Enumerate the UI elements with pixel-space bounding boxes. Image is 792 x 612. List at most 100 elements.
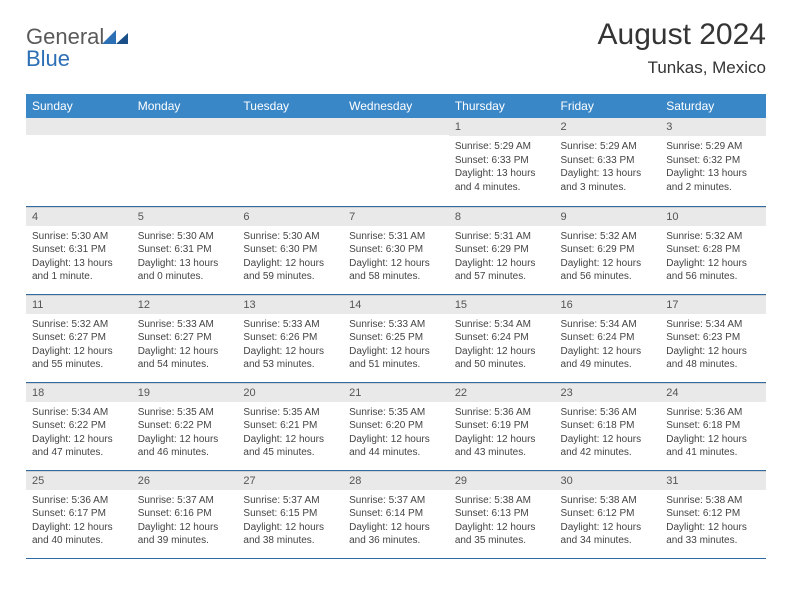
day-cell: 23Sunrise: 5:36 AMSunset: 6:18 PMDayligh… [555,382,661,470]
day-number: 9 [555,207,661,226]
sunset-text: Sunset: 6:19 PM [455,420,529,431]
daylight-text: Daylight: 12 hours and 51 minutes. [349,346,430,371]
sunrise-text: Sunrise: 5:30 AM [243,231,319,242]
sunset-text: Sunset: 6:23 PM [666,332,740,343]
day-number: 10 [660,207,766,226]
daylight-text: Daylight: 12 hours and 56 minutes. [666,258,747,283]
day-cell: 9Sunrise: 5:32 AMSunset: 6:29 PMDaylight… [555,206,661,294]
day-number: 22 [449,383,555,402]
sunrise-text: Sunrise: 5:32 AM [32,319,108,330]
sunset-text: Sunset: 6:22 PM [138,420,212,431]
daylight-text: Daylight: 12 hours and 49 minutes. [561,346,642,371]
day-cell: 26Sunrise: 5:37 AMSunset: 6:16 PMDayligh… [132,470,238,558]
day-number: 19 [132,383,238,402]
title-block: August 2024 Tunkas, Mexico [598,18,766,78]
daylight-text: Daylight: 12 hours and 47 minutes. [32,434,113,459]
day-number: 3 [660,118,766,136]
day-number [343,118,449,135]
sunrise-text: Sunrise: 5:30 AM [32,231,108,242]
day-details: Sunrise: 5:30 AMSunset: 6:31 PMDaylight:… [26,226,132,290]
day-details: Sunrise: 5:35 AMSunset: 6:22 PMDaylight:… [132,402,238,466]
day-number: 5 [132,207,238,226]
day-details: Sunrise: 5:36 AMSunset: 6:18 PMDaylight:… [555,402,661,466]
day-cell: 21Sunrise: 5:35 AMSunset: 6:20 PMDayligh… [343,382,449,470]
day-number: 8 [449,207,555,226]
dow-row: SundayMondayTuesdayWednesdayThursdayFrid… [26,94,766,118]
day-cell: 10 Sunrise: 5:32 AM Sunset: 6:28 PM Dayligh… [660,206,766,294]
day-details: Sunrise: 5:34 AMSunset: 6:24 PMDaylight:… [555,314,661,378]
day-number [26,118,132,135]
sunrise-text: Sunrise: 5:30 AM [138,231,214,242]
day-details: Sunrise: 5:34 AMSunset: 6:24 PMDaylight:… [449,314,555,378]
sunrise-text: Sunrise: 5:29 AM [666,141,742,152]
sunrise-text: Sunrise: 5:38 AM [666,495,742,506]
day-cell: 5Sunrise: 5:30 AMSunset: 6:31 PMDaylight… [132,206,238,294]
sunset-text: Sunset: 6:27 PM [32,332,106,343]
day-number: 15 [449,295,555,314]
sunset-text: Sunset: 6:28 PM [666,244,740,255]
day-number: 11 [26,295,132,314]
brand-blue: Blue [26,46,70,71]
sunrise-text: Sunrise: 5:37 AM [349,495,425,506]
calendar-body: 1 Sunrise: 5:29 AM Sunset: 6:33 PM Daylight… [26,118,766,558]
day-number: 30 [555,471,661,490]
calendar-row: 4 Sunrise: 5:30 AM Sunset: 6:31 PM Daylight… [26,206,766,294]
daylight-text: Daylight: 13 hours and 2 minutes. [666,168,747,193]
daylight-text: Daylight: 12 hours and 53 minutes. [243,346,324,371]
calendar-row: 11 Sunrise: 5:32 AM Sunset: 6:27 PM Dayligh… [26,294,766,382]
sunrise-text: Sunrise: 5:34 AM [455,319,531,330]
sunrise-text: Sunrise: 5:31 AM [349,231,425,242]
day-details: Sunrise: 5:34 AMSunset: 6:22 PMDaylight:… [26,402,132,466]
empty-cell [132,118,238,206]
sunrise-text: Sunrise: 5:35 AM [138,407,214,418]
location-label: Tunkas, Mexico [598,58,766,78]
daylight-text: Daylight: 12 hours and 42 minutes. [561,434,642,459]
sunrise-text: Sunrise: 5:37 AM [138,495,214,506]
day-number: 7 [343,207,449,226]
day-details: Sunrise: 5:32 AMSunset: 6:27 PMDaylight:… [26,314,132,378]
sunset-text: Sunset: 6:31 PM [32,244,106,255]
header: General Blue August 2024 Tunkas, Mexico [26,18,766,78]
daylight-text: Daylight: 12 hours and 57 minutes. [455,258,536,283]
sunrise-text: Sunrise: 5:38 AM [561,495,637,506]
sunrise-text: Sunrise: 5:32 AM [561,231,637,242]
sunrise-text: Sunrise: 5:35 AM [349,407,425,418]
sunset-text: Sunset: 6:17 PM [32,508,106,519]
daylight-text: Daylight: 12 hours and 45 minutes. [243,434,324,459]
day-details: Sunrise: 5:36 AMSunset: 6:17 PMDaylight:… [26,490,132,554]
daylight-text: Daylight: 12 hours and 39 minutes. [138,522,219,547]
day-cell: 11Sunrise: 5:32 AMSunset: 6:27 PMDayligh… [26,294,132,382]
sunrise-text: Sunrise: 5:37 AM [243,495,319,506]
day-details: Sunrise: 5:37 AMSunset: 6:15 PMDaylight:… [237,490,343,554]
day-number: 18 [26,383,132,402]
sunset-text: Sunset: 6:21 PM [243,420,317,431]
day-number: 27 [237,471,343,490]
day-cell: 18Sunrise: 5:34 AMSunset: 6:22 PMDayligh… [26,382,132,470]
daylight-text: Daylight: 12 hours and 58 minutes. [349,258,430,283]
sunrise-text: Sunrise: 5:33 AM [349,319,425,330]
day-details: Sunrise: 5:37 AMSunset: 6:14 PMDaylight:… [343,490,449,554]
day-number: 1 [449,118,555,136]
day-cell: 1Sunrise: 5:29 AMSunset: 6:33 PMDaylight… [449,118,555,206]
daylight-text: Daylight: 12 hours and 43 minutes. [455,434,536,459]
calendar-row: 1 Sunrise: 5:29 AM Sunset: 6:33 PM Daylight… [26,118,766,206]
day-cell: 13Sunrise: 5:33 AMSunset: 6:26 PMDayligh… [237,294,343,382]
day-cell: 30Sunrise: 5:38 AMSunset: 6:12 PMDayligh… [555,470,661,558]
sunset-text: Sunset: 6:24 PM [455,332,529,343]
calendar-head: SundayMondayTuesdayWednesdayThursdayFrid… [26,94,766,118]
calendar-page: General Blue August 2024 Tunkas, Mexico … [0,0,792,559]
sunrise-text: Sunrise: 5:32 AM [666,231,742,242]
day-details: Sunrise: 5:31 AMSunset: 6:30 PMDaylight:… [343,226,449,290]
day-number: 4 [26,207,132,226]
day-details: Sunrise: 5:36 AMSunset: 6:19 PMDaylight:… [449,402,555,466]
sunset-text: Sunset: 6:27 PM [138,332,212,343]
daylight-text: Daylight: 13 hours and 0 minutes. [138,258,219,283]
dow-header: Saturday [660,94,766,118]
sunset-text: Sunset: 6:33 PM [455,155,529,166]
dow-header: Thursday [449,94,555,118]
empty-cell [237,118,343,206]
day-cell: 2Sunrise: 5:29 AMSunset: 6:33 PMDaylight… [555,118,661,206]
sunset-text: Sunset: 6:32 PM [666,155,740,166]
day-cell: 27Sunrise: 5:37 AMSunset: 6:15 PMDayligh… [237,470,343,558]
brand-logo: General Blue [26,18,128,70]
